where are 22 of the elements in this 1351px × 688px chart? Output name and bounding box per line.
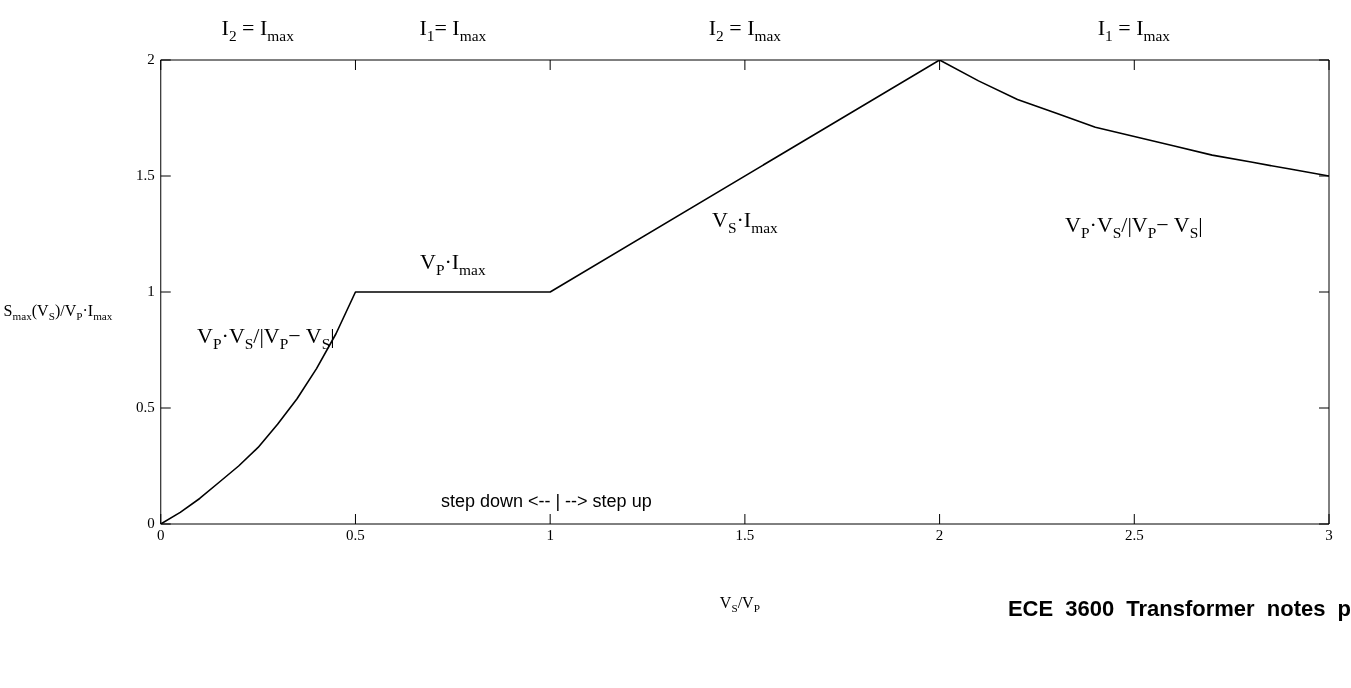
- y-tick-label: 1: [147, 282, 155, 299]
- x-tick-label: 0.5: [346, 526, 365, 543]
- y-tick-label: 1.5: [136, 166, 155, 183]
- y-tick-label: 2: [147, 50, 155, 67]
- y-tick-label: 0: [147, 514, 155, 531]
- y-tick-label: 0.5: [136, 398, 155, 415]
- text: I$_{1}$ = I$_{max}$: [1097, 15, 1171, 45]
- y-axis-title: S$_{max}$(V$_{S}$)/V$_{P}$·I$_{max}$: [3, 301, 113, 323]
- text: V$_{P}$·V$_{S}$/|V$_{P}$− V$_{S}$|: [1065, 212, 1203, 241]
- x-tick-label: 1: [546, 526, 554, 543]
- text: I$_{2}$ = I$_{max}$: [221, 15, 294, 45]
- text: I$_{1}$= I$_{max}$: [419, 15, 487, 45]
- x-tick-label: 2: [935, 526, 944, 543]
- x-tick-label: 1.5: [735, 526, 755, 543]
- x-tick-label: 2.5: [1124, 526, 1144, 543]
- text: ECE 3600 Transformer notes p: [1007, 596, 1351, 622]
- x-tick-label: 3: [1325, 526, 1333, 543]
- annotation: V$_{P}$·I$_{max}$: [420, 249, 486, 279]
- annotation: step down <-- | --> step up: [440, 490, 652, 512]
- text: I$_{2}$ = I$_{max}$: [708, 15, 782, 45]
- x-axis-title: V$_{S}$/V$_{P}$: [719, 593, 760, 615]
- annotation: V$_{S}$·I$_{max}$: [712, 207, 778, 238]
